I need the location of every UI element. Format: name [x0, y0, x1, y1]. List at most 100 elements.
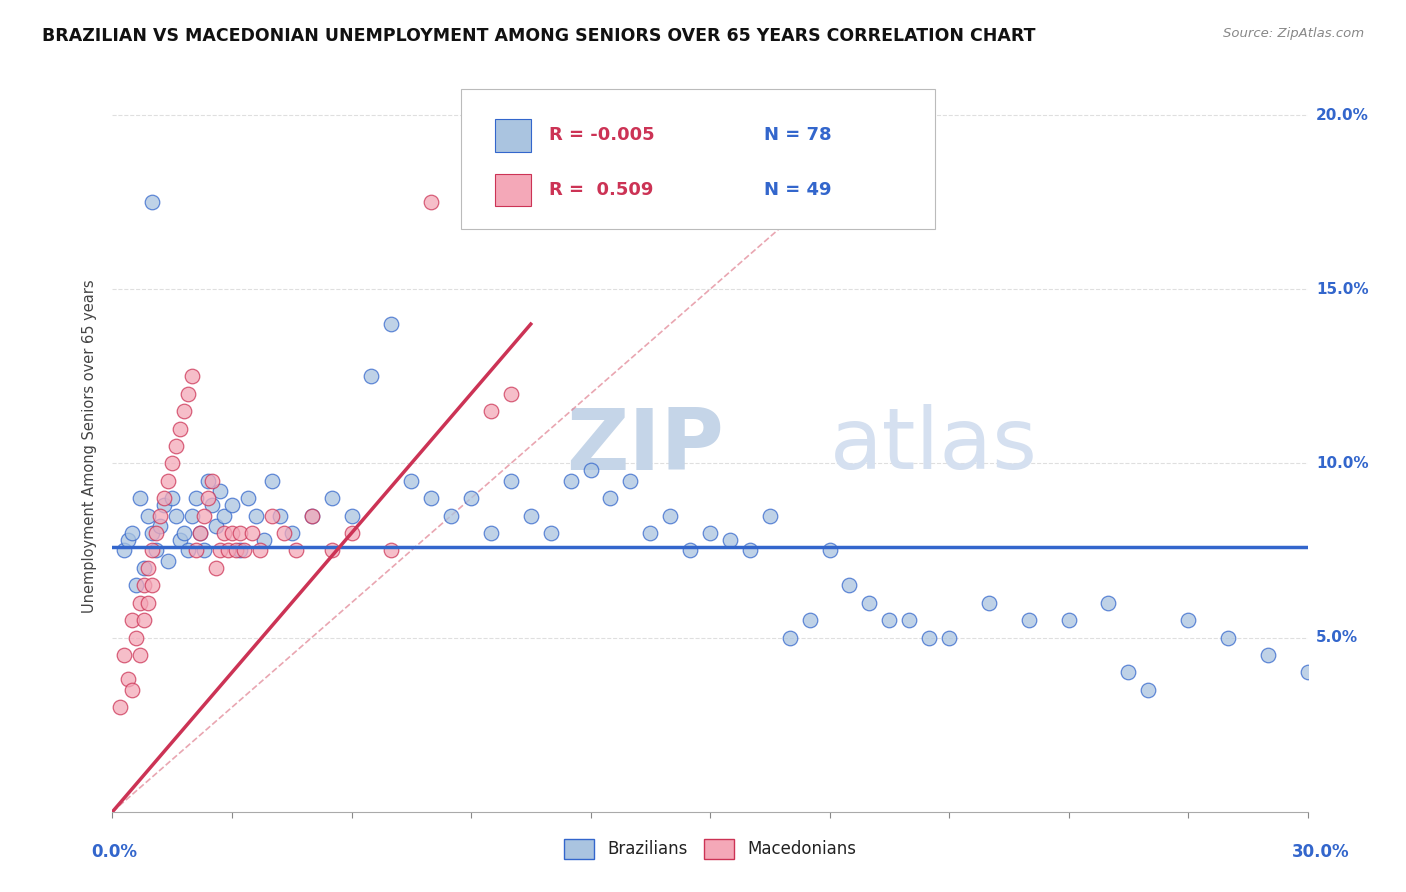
- Point: [619, 474, 641, 488]
- Point: [1216, 631, 1239, 645]
- Point: [221, 498, 243, 512]
- Point: [193, 508, 215, 523]
- Point: [157, 474, 180, 488]
- Text: 5.0%: 5.0%: [1316, 630, 1358, 645]
- Point: [321, 543, 343, 558]
- Point: [149, 508, 172, 523]
- Point: [153, 498, 176, 512]
- Point: [162, 457, 183, 471]
- Point: [420, 195, 443, 210]
- Point: [718, 533, 741, 547]
- Point: [1177, 613, 1199, 627]
- Text: ZIP: ZIP: [567, 404, 724, 488]
- Point: [240, 526, 263, 541]
- Point: [540, 526, 562, 541]
- Point: [440, 508, 463, 523]
- Point: [679, 543, 702, 558]
- Point: [110, 700, 132, 714]
- Point: [186, 491, 208, 506]
- Point: [141, 526, 163, 541]
- Point: [197, 491, 219, 506]
- Point: [858, 596, 880, 610]
- Point: [273, 526, 295, 541]
- Point: [659, 508, 682, 523]
- Text: 20.0%: 20.0%: [1316, 108, 1369, 122]
- Point: [205, 519, 228, 533]
- Point: [233, 543, 256, 558]
- Text: N = 49: N = 49: [763, 181, 831, 199]
- Point: [579, 463, 602, 477]
- Text: R = -0.005: R = -0.005: [548, 126, 654, 145]
- Point: [520, 508, 543, 523]
- Point: [209, 484, 232, 499]
- FancyBboxPatch shape: [495, 174, 531, 206]
- Point: [114, 543, 135, 558]
- Point: [229, 543, 252, 558]
- Point: [201, 474, 224, 488]
- Point: [141, 195, 163, 210]
- Point: [181, 508, 204, 523]
- Text: atlas: atlas: [830, 404, 1038, 488]
- Legend: Brazilians, Macedonians: Brazilians, Macedonians: [557, 832, 863, 865]
- Point: [898, 613, 921, 627]
- Point: [380, 317, 402, 331]
- Point: [838, 578, 860, 592]
- Point: [269, 508, 291, 523]
- Point: [699, 526, 721, 541]
- Point: [121, 613, 143, 627]
- Point: [129, 596, 152, 610]
- Point: [138, 508, 160, 523]
- Point: [153, 491, 176, 506]
- Point: [340, 526, 363, 541]
- Text: Source: ZipAtlas.com: Source: ZipAtlas.com: [1223, 27, 1364, 40]
- Point: [281, 526, 304, 541]
- Point: [212, 526, 235, 541]
- Point: [380, 543, 402, 558]
- Point: [188, 526, 211, 541]
- Point: [1118, 665, 1140, 680]
- Point: [560, 474, 582, 488]
- Point: [177, 386, 200, 401]
- Point: [260, 508, 283, 523]
- Point: [173, 404, 195, 418]
- Y-axis label: Unemployment Among Seniors over 65 years: Unemployment Among Seniors over 65 years: [82, 279, 97, 613]
- FancyBboxPatch shape: [461, 89, 935, 228]
- Point: [217, 543, 239, 558]
- Point: [779, 631, 801, 645]
- Text: 15.0%: 15.0%: [1316, 282, 1368, 297]
- Point: [938, 631, 960, 645]
- Point: [201, 498, 224, 512]
- Point: [173, 526, 195, 541]
- Point: [169, 533, 191, 547]
- Point: [818, 543, 841, 558]
- Point: [918, 631, 941, 645]
- Point: [114, 648, 135, 662]
- FancyBboxPatch shape: [495, 119, 531, 152]
- Point: [1097, 596, 1119, 610]
- Point: [260, 474, 283, 488]
- Point: [479, 526, 502, 541]
- Point: [145, 543, 167, 558]
- Point: [193, 543, 215, 558]
- Text: 0.0%: 0.0%: [91, 843, 138, 861]
- Point: [121, 682, 143, 697]
- Point: [229, 526, 252, 541]
- Point: [149, 519, 172, 533]
- Point: [121, 526, 143, 541]
- Point: [401, 474, 423, 488]
- Point: [301, 508, 323, 523]
- Point: [479, 404, 502, 418]
- Point: [1257, 648, 1279, 662]
- Point: [1057, 613, 1080, 627]
- Point: [157, 554, 180, 568]
- Point: [138, 561, 160, 575]
- Point: [225, 543, 247, 558]
- Point: [134, 561, 156, 575]
- Point: [360, 369, 382, 384]
- Point: [205, 561, 228, 575]
- Point: [236, 491, 259, 506]
- Point: [245, 508, 267, 523]
- Point: [640, 526, 662, 541]
- Point: [117, 673, 139, 687]
- Point: [759, 508, 782, 523]
